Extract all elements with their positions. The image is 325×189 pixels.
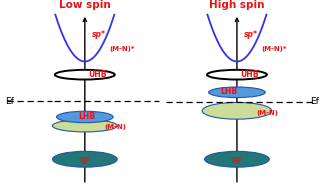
Text: (M-N)*: (M-N)*	[261, 46, 287, 52]
Text: UHB: UHB	[88, 70, 107, 79]
Ellipse shape	[209, 87, 265, 98]
Text: Low spin: Low spin	[59, 0, 111, 10]
Ellipse shape	[52, 151, 117, 167]
Text: High spin: High spin	[209, 0, 265, 10]
Text: Ef: Ef	[6, 97, 14, 106]
Ellipse shape	[57, 111, 113, 123]
Text: LHB: LHB	[78, 112, 95, 122]
Ellipse shape	[52, 120, 117, 132]
Text: (M-N): (M-N)	[256, 110, 278, 115]
Text: Ef: Ef	[311, 98, 319, 106]
Text: sp: sp	[232, 155, 242, 164]
Ellipse shape	[202, 102, 272, 119]
Text: LHB: LHB	[220, 87, 237, 96]
Text: (M-N): (M-N)	[104, 124, 126, 130]
Text: sp: sp	[80, 155, 90, 164]
Ellipse shape	[207, 70, 267, 80]
Ellipse shape	[204, 151, 269, 167]
Text: (M-N)*: (M-N)*	[109, 46, 135, 52]
Text: UHB: UHB	[240, 70, 259, 79]
Text: sp*: sp*	[244, 30, 258, 39]
Ellipse shape	[55, 70, 115, 80]
Text: sp*: sp*	[92, 30, 106, 39]
